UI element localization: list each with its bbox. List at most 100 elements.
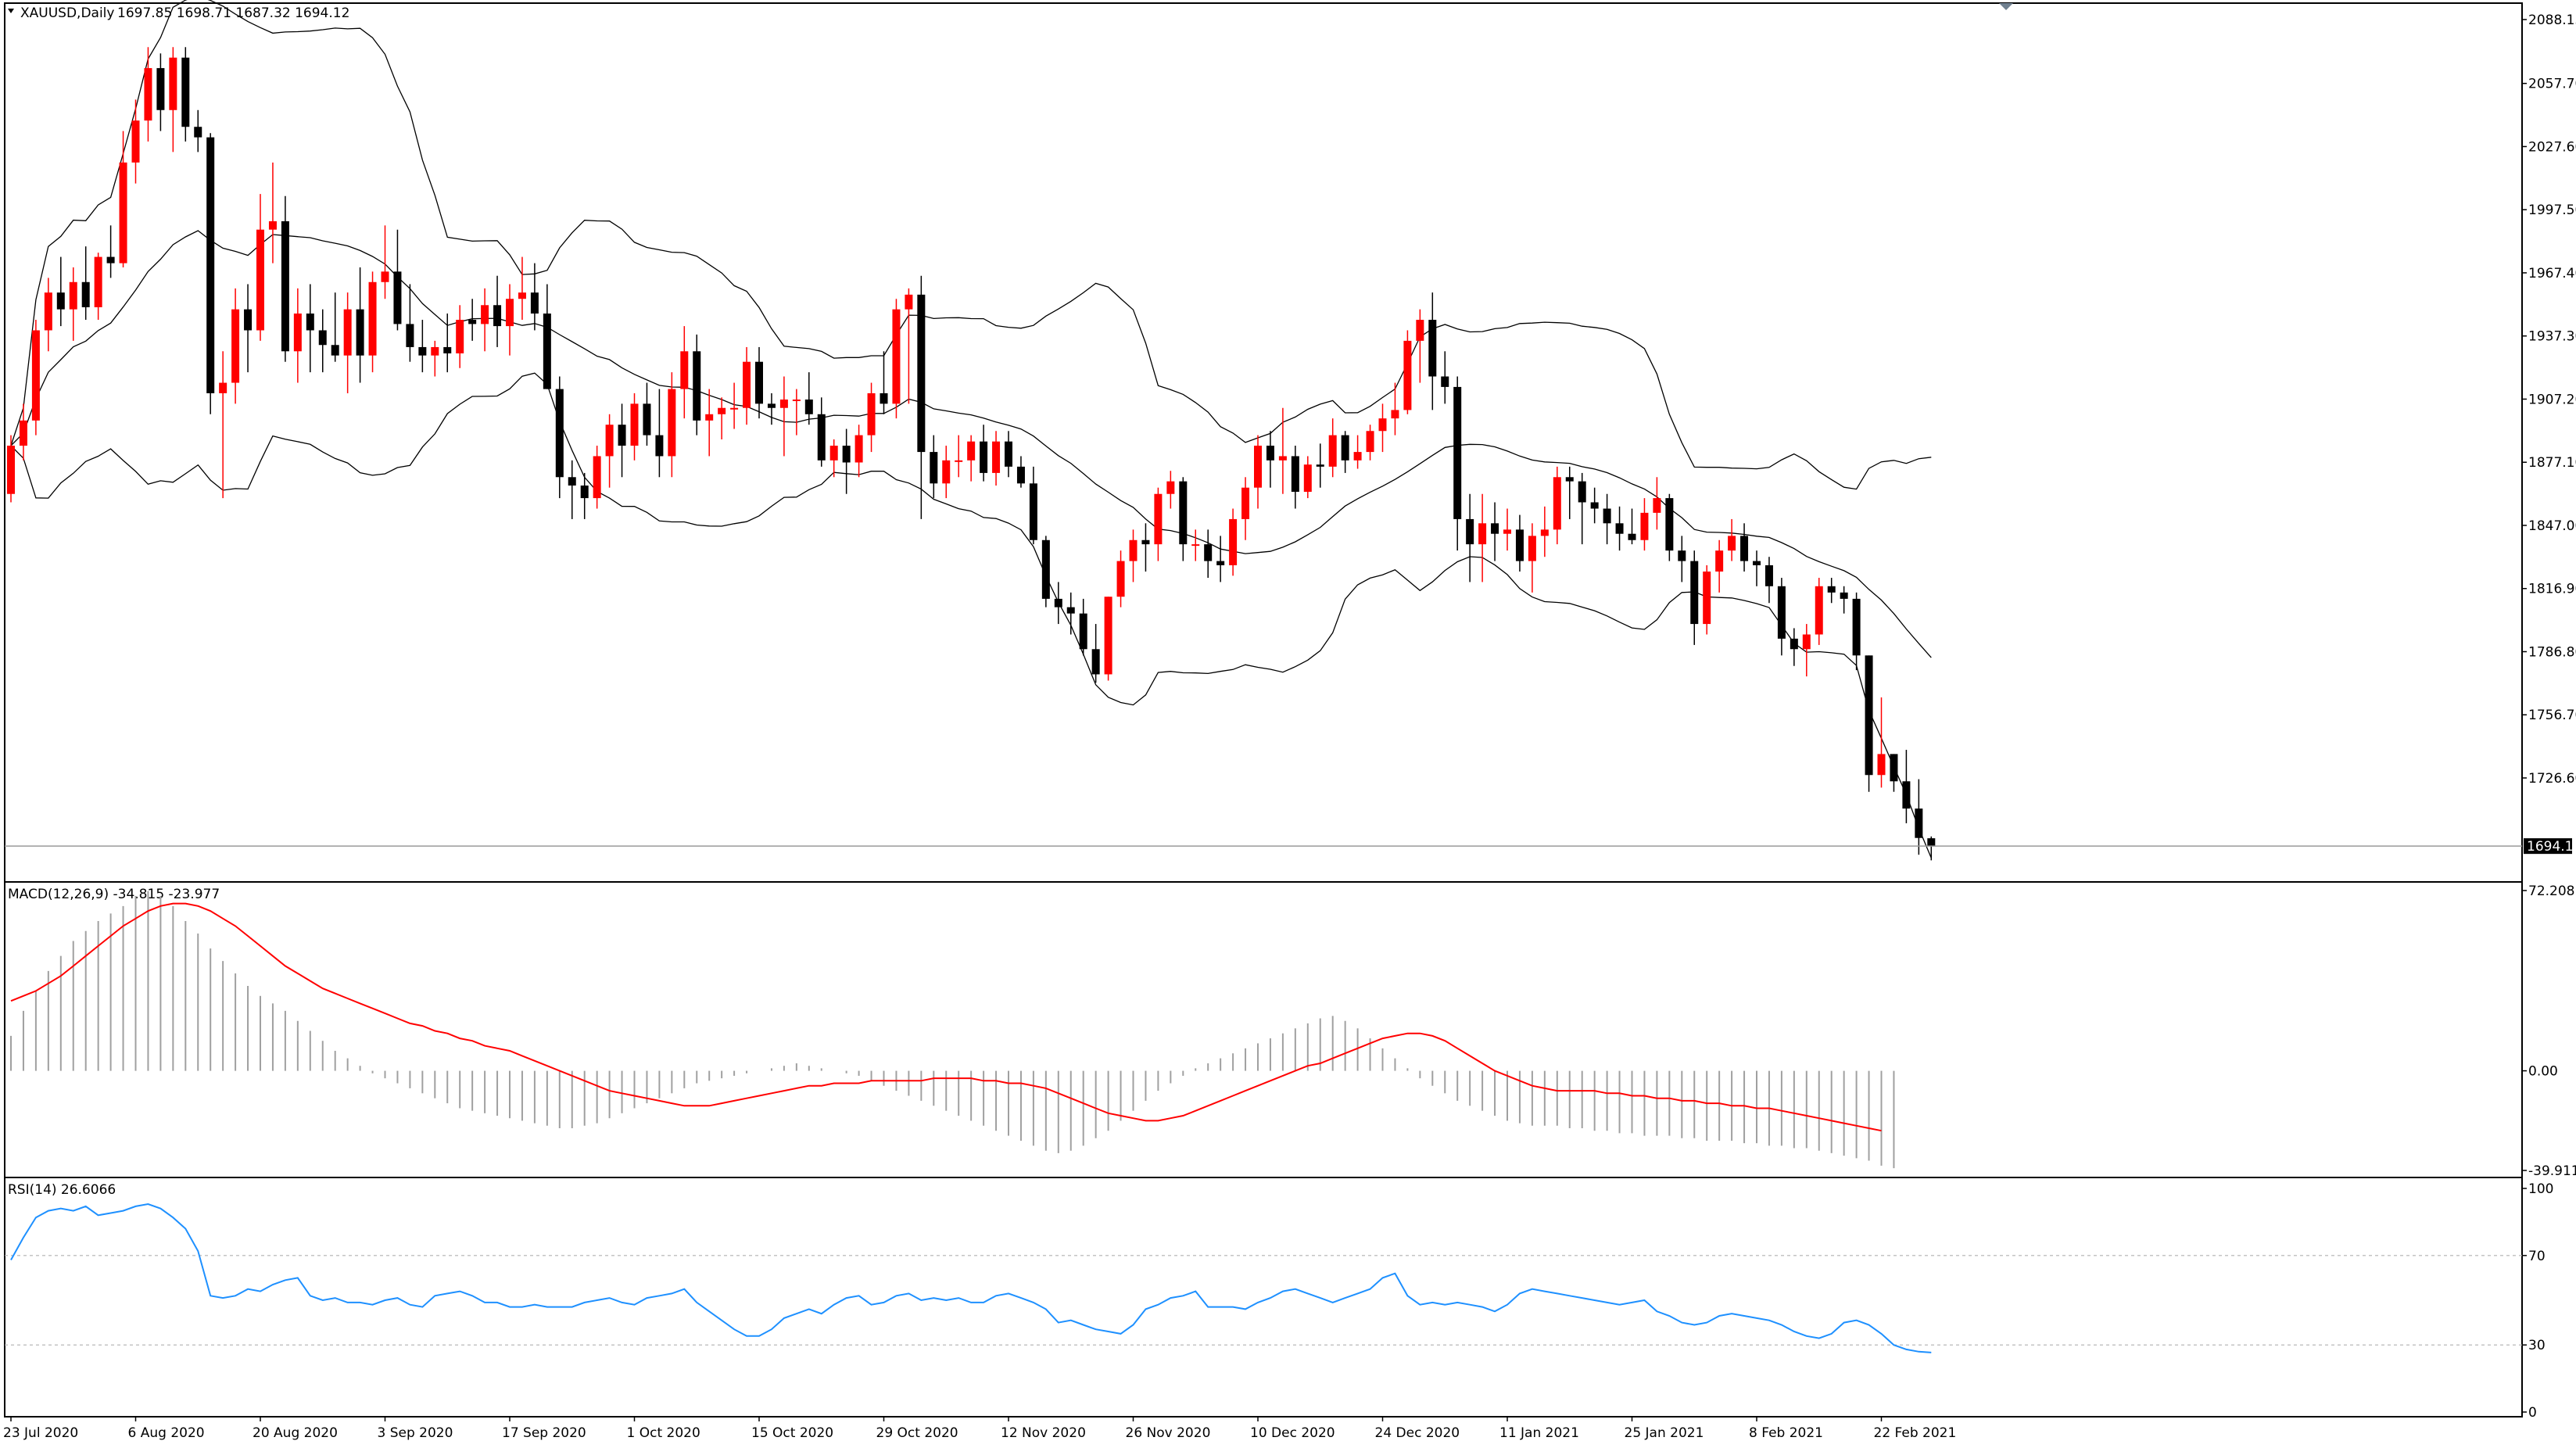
candle	[1166, 471, 1175, 509]
candle-body	[1104, 597, 1112, 675]
candle	[605, 414, 614, 488]
candle-body	[980, 441, 988, 473]
candle-body	[655, 435, 664, 457]
candle	[1740, 523, 1749, 572]
candle	[318, 309, 327, 373]
candle	[1515, 514, 1524, 572]
candle-body	[543, 314, 551, 389]
candle	[256, 194, 264, 341]
candle-body	[955, 460, 963, 462]
candle	[767, 392, 776, 425]
candle-body	[1016, 466, 1025, 484]
candle	[81, 246, 90, 321]
candle	[156, 53, 165, 131]
candle	[1079, 598, 1087, 656]
candle-body	[1079, 613, 1087, 650]
symbol-label: XAUUSD,Daily	[20, 5, 114, 21]
bollinger-upper-line	[10, 0, 1932, 490]
date-tick-label: 26 Nov 2020	[1126, 1425, 1211, 1441]
candle-body	[1141, 539, 1150, 545]
candle	[1291, 446, 1299, 509]
candle	[268, 162, 277, 263]
candle-body	[1690, 561, 1699, 625]
candle-body	[194, 127, 202, 138]
candle-body	[1515, 529, 1524, 561]
candle	[1341, 431, 1349, 473]
candle	[493, 275, 502, 347]
candle-body	[1005, 441, 1012, 467]
rsi-tick-label: 70	[2528, 1249, 2546, 1264]
candle-body	[1852, 598, 1861, 656]
candle-body	[144, 68, 152, 121]
candle-body	[992, 441, 1001, 473]
candle-body	[743, 361, 751, 408]
candle	[705, 389, 714, 457]
candle-body	[1291, 456, 1299, 493]
candle-body	[56, 292, 65, 310]
candle	[506, 284, 514, 356]
candle	[1016, 456, 1025, 488]
candle-body	[393, 271, 402, 324]
candle-body	[930, 452, 938, 484]
rsi-tick-label: 30	[2528, 1338, 2546, 1353]
candle	[106, 225, 115, 278]
candle-body	[1765, 565, 1773, 586]
candle	[854, 425, 863, 478]
candle-body	[1154, 493, 1163, 545]
candle	[1029, 466, 1037, 545]
candle	[231, 288, 240, 404]
candle	[1216, 536, 1225, 582]
candle	[31, 320, 40, 435]
candle-body	[106, 256, 115, 263]
candle-body	[829, 446, 838, 461]
candle	[1715, 539, 1724, 593]
candle-body	[1578, 481, 1586, 503]
candle	[967, 435, 976, 482]
candle	[7, 435, 15, 503]
candle-body	[555, 389, 564, 478]
candle-body	[593, 456, 601, 499]
candle	[792, 389, 801, 435]
candle	[518, 256, 526, 321]
macd-label: MACD(12,26,9) -34.815 -23.977	[8, 887, 220, 902]
candle-body	[1802, 634, 1811, 650]
candle	[630, 392, 639, 461]
candle	[593, 446, 601, 509]
candle-body	[1902, 781, 1911, 809]
candle	[1428, 292, 1437, 410]
candle	[580, 472, 589, 519]
candle	[1690, 550, 1699, 645]
price-tick-label: 2057.70	[2528, 77, 2576, 92]
price-tick-label: 1967.40	[2528, 266, 2576, 281]
candle-body	[156, 68, 165, 110]
candle	[1466, 493, 1474, 582]
candle-body	[356, 309, 364, 356]
candle-body	[568, 477, 576, 486]
candle-body	[643, 403, 651, 435]
chart-shift-marker-icon[interactable]	[1999, 3, 2013, 10]
rsi-tick-label: 100	[2528, 1181, 2553, 1197]
candle-body	[605, 425, 614, 457]
candle	[1852, 592, 1861, 671]
candle-body	[705, 414, 714, 421]
candle-body	[580, 486, 589, 499]
collapse-triangle-icon[interactable]	[8, 9, 14, 13]
candle-body	[219, 382, 228, 393]
candle	[1054, 582, 1062, 625]
candle-body	[1753, 561, 1761, 565]
candle-body	[1790, 638, 1798, 650]
rsi-tick-label: 0	[2528, 1405, 2537, 1421]
candle	[418, 320, 427, 373]
candle	[1565, 466, 1574, 519]
candle	[693, 334, 701, 435]
candle-body	[1628, 533, 1636, 540]
candle-body	[1428, 320, 1437, 377]
candle-body	[268, 220, 277, 230]
candle	[1540, 506, 1549, 557]
candle	[804, 372, 813, 425]
candle-body	[19, 420, 27, 446]
candle	[1141, 523, 1150, 572]
candle	[992, 431, 1001, 486]
